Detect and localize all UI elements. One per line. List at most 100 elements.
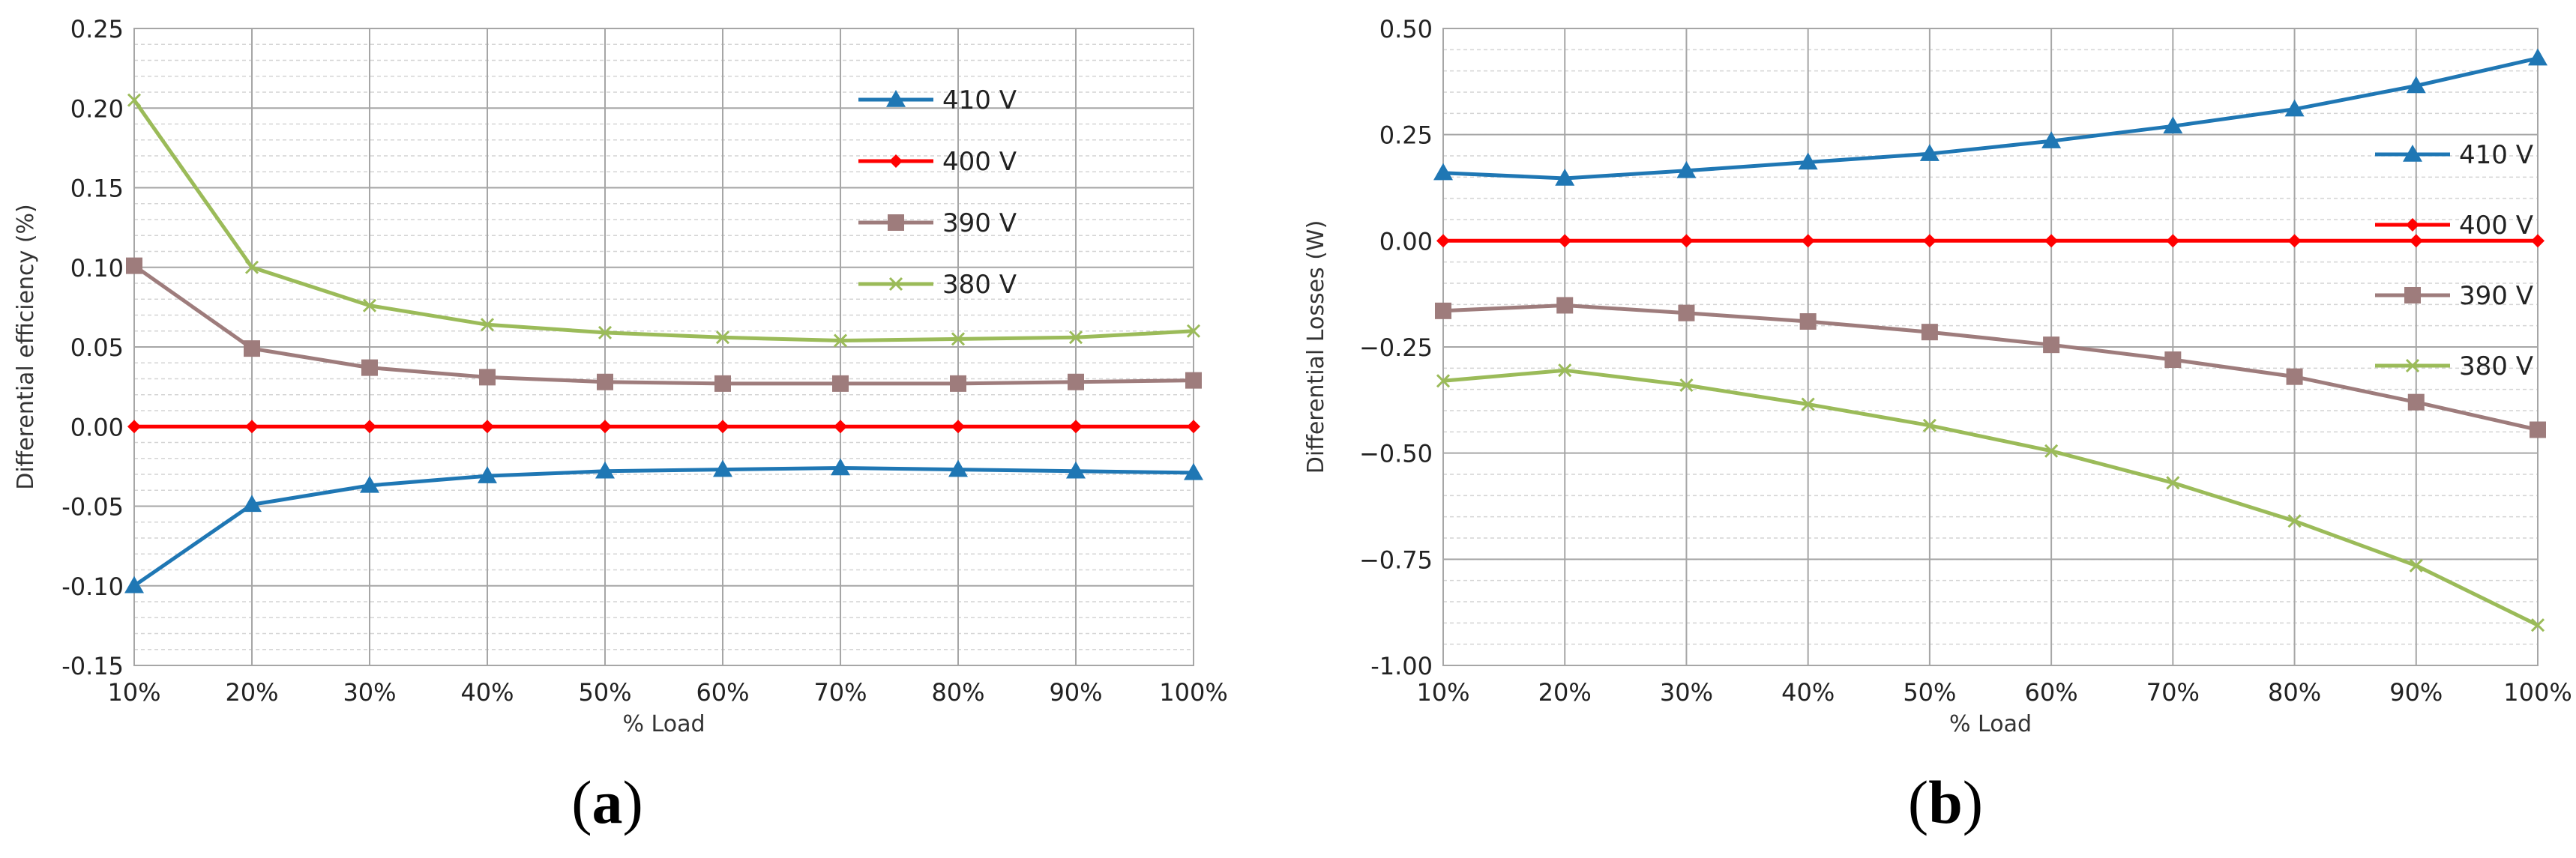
legend-label-400v-b: 400 V bbox=[2459, 211, 2533, 241]
chart-b: -1.00 −0.75 −0.50 −0.25 0.00 0.25 0.50 10% 20% 30… bbox=[1303, 15, 2572, 737]
y-tick-label-a: 0.10 bbox=[70, 254, 124, 283]
x-tick-label-b: 10% bbox=[1416, 678, 1469, 707]
data-point-410v-a bbox=[360, 475, 379, 493]
data-point-390v-b bbox=[1799, 313, 1817, 330]
data-point-380v-a bbox=[1186, 324, 1201, 338]
data-point-390v-a bbox=[479, 369, 496, 386]
y-tick-label-b: 0.25 bbox=[1379, 121, 1433, 150]
data-point-410v-b bbox=[1798, 152, 1818, 170]
data-point-400v-a bbox=[1069, 420, 1083, 434]
data-point-400v-a bbox=[127, 420, 141, 434]
y-tick-label-a: 0.15 bbox=[70, 175, 124, 203]
data-point-390v-a bbox=[597, 373, 613, 390]
legend-marker-400v-b bbox=[2406, 218, 2419, 232]
legend-marker-400v-a bbox=[889, 154, 903, 168]
y-tick-label-a: 0.05 bbox=[70, 333, 124, 362]
data-point-410v-b bbox=[2041, 131, 2062, 148]
data-point-380v-b bbox=[1801, 397, 1815, 411]
data-point-390v-b bbox=[2043, 336, 2060, 354]
data-point-380v-a bbox=[833, 333, 848, 348]
data-point-410v-b bbox=[1433, 163, 1453, 181]
legend-marker-380v-a bbox=[888, 277, 903, 291]
y-tick-label-b: −0.50 bbox=[1359, 440, 1433, 468]
legend-label-390v-b: 390 V bbox=[2459, 281, 2533, 311]
series-line-410v-b bbox=[1442, 56, 2539, 181]
data-point-410v-b bbox=[1676, 160, 1697, 178]
x-tick-label-b: 30% bbox=[1660, 678, 1713, 707]
x-tick-label-a: 50% bbox=[578, 678, 631, 707]
data-point-400v-a bbox=[1187, 420, 1200, 434]
x-tick-label-a: 30% bbox=[343, 678, 396, 707]
data-point-390v-b bbox=[1556, 297, 1574, 314]
data-point-410v-a bbox=[595, 461, 615, 479]
data-point-400v-b bbox=[2166, 234, 2180, 248]
legend-label-380v-b: 380 V bbox=[2459, 351, 2533, 381]
data-point-380v-a bbox=[598, 325, 613, 339]
data-point-390v-a bbox=[1185, 372, 1202, 389]
panel-label-b: (b) bbox=[1908, 768, 1983, 836]
data-point-380v-a bbox=[1068, 330, 1083, 345]
x-tick-label-a: 60% bbox=[696, 678, 749, 707]
data-point-410v-a bbox=[713, 459, 732, 477]
data-point-400v-b bbox=[1801, 234, 1815, 248]
x-tick-label-b: 90% bbox=[2389, 678, 2443, 707]
data-point-380v-a bbox=[715, 330, 730, 345]
y-tick-label-b: −0.25 bbox=[1359, 333, 1433, 362]
data-point-400v-b bbox=[1922, 234, 1936, 248]
legend-marker-380v-b bbox=[2405, 358, 2420, 373]
data-point-400v-a bbox=[481, 420, 494, 434]
x-axis-title-b: % Load bbox=[1949, 711, 2032, 737]
y-tick-label-a: -0.10 bbox=[61, 572, 124, 601]
x-tick-label-a: 90% bbox=[1049, 678, 1102, 707]
x-tick-label-a: 100% bbox=[1159, 678, 1227, 707]
data-point-410v-a bbox=[124, 575, 144, 593]
data-point-400v-b bbox=[2044, 234, 2059, 248]
y-tick-label-b: 0.00 bbox=[1379, 227, 1433, 256]
y-tick-label-a: 0.00 bbox=[70, 413, 124, 441]
data-point-410v-a bbox=[1066, 461, 1086, 479]
data-point-380v-b bbox=[2409, 558, 2423, 572]
data-point-390v-a bbox=[361, 359, 378, 376]
data-point-410v-b bbox=[1555, 169, 1575, 186]
y-axis-title-b: Differential Losses (W) bbox=[1303, 220, 1329, 474]
data-point-410v-b bbox=[2163, 116, 2183, 134]
data-point-400v-a bbox=[245, 420, 259, 434]
legend-marker-390v-b bbox=[2404, 287, 2421, 303]
legend-marker-410v-a bbox=[886, 90, 906, 107]
data-point-410v-a bbox=[948, 459, 968, 477]
data-point-390v-b bbox=[1435, 302, 1451, 319]
panel-label-a-open: ( bbox=[571, 768, 592, 836]
data-point-380v-b bbox=[2166, 476, 2180, 490]
data-point-390v-a bbox=[1068, 373, 1084, 390]
plot-frame-a bbox=[133, 28, 1194, 666]
data-point-410v-b bbox=[2528, 48, 2548, 66]
data-point-380v-b bbox=[1922, 418, 1936, 432]
data-point-390v-a bbox=[950, 375, 966, 392]
data-point-390v-b bbox=[2407, 393, 2425, 411]
data-point-380v-b bbox=[2287, 514, 2302, 528]
x-tick-label-b: 100% bbox=[2503, 678, 2572, 707]
data-point-410v-b bbox=[1919, 144, 1939, 161]
data-point-400v-a bbox=[716, 420, 729, 434]
x-tick-label-b: 20% bbox=[1538, 678, 1592, 707]
data-point-390v-a bbox=[714, 375, 731, 392]
panel-label-b-close: ) bbox=[1963, 768, 1983, 836]
data-point-400v-b bbox=[1436, 234, 1450, 248]
data-point-400v-b bbox=[2287, 234, 2302, 248]
series-line-410v-a bbox=[133, 466, 1194, 587]
data-point-380v-b bbox=[2044, 444, 2059, 458]
legend-label-400v-a: 400 V bbox=[942, 147, 1017, 177]
data-point-400v-a bbox=[951, 420, 965, 434]
series-line-390v-a bbox=[133, 264, 1194, 386]
chart-a: -0.15 -0.10 -0.05 0.00 0.05 0.10 0.15 0.20 0.25 1… bbox=[13, 15, 1228, 737]
data-point-390v-b bbox=[2530, 421, 2546, 438]
data-point-390v-b bbox=[2164, 351, 2182, 368]
legend-label-380v-a: 380 V bbox=[942, 270, 1017, 300]
y-tick-label-a: 0.20 bbox=[70, 94, 124, 123]
x-tick-label-a: 70% bbox=[813, 678, 867, 707]
x-tick-label-a: 80% bbox=[931, 678, 984, 707]
data-point-390v-b bbox=[2286, 368, 2303, 385]
x-tick-label-b: 50% bbox=[1903, 678, 1956, 707]
plot-frame-b bbox=[1442, 28, 2539, 666]
legend-label-390v-a: 390 V bbox=[942, 208, 1017, 238]
